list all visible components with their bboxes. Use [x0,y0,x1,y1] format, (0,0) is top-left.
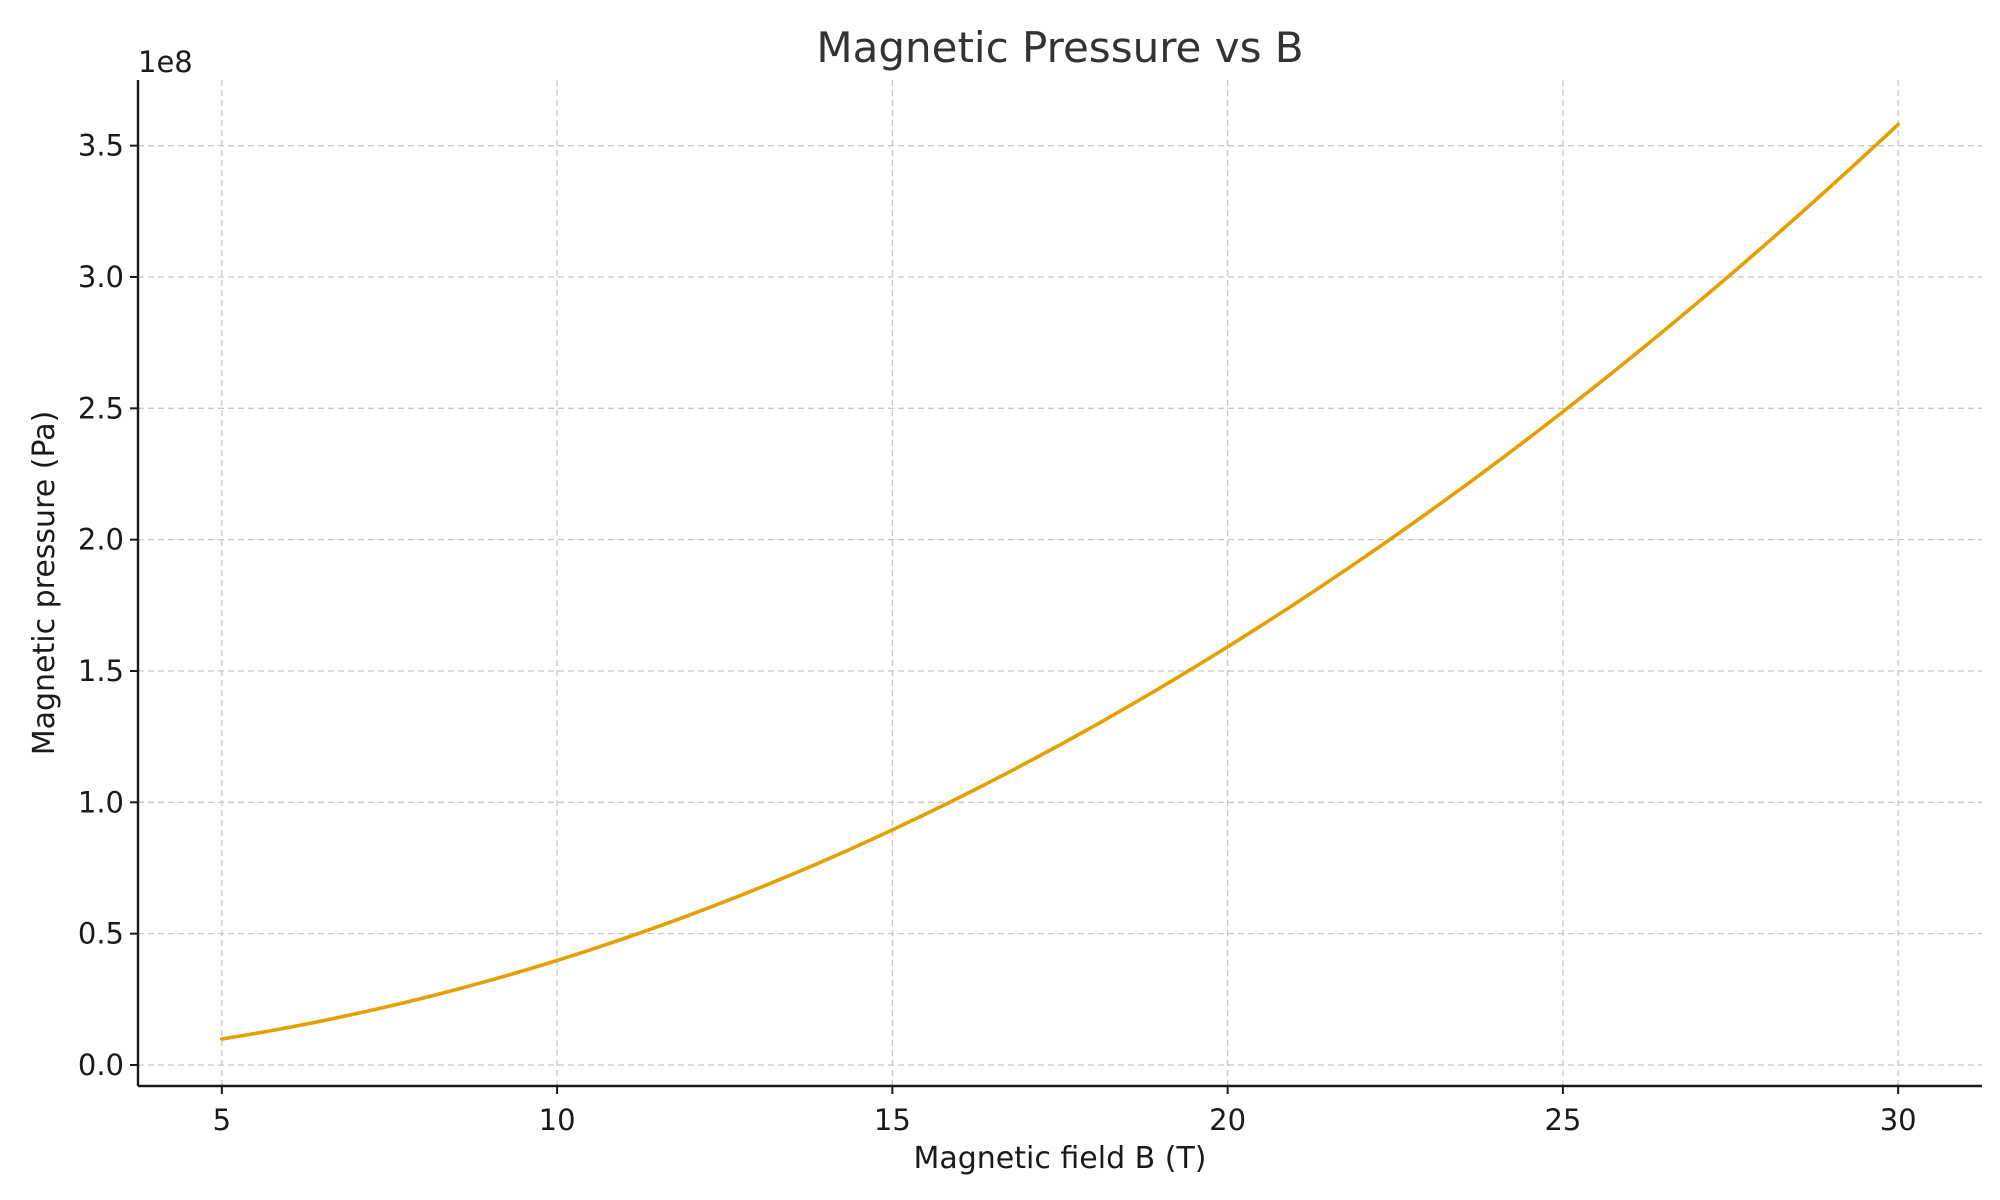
series-line [220,122,1900,1041]
y-tick-label: 0.5 [78,917,124,951]
x-tick-label: 30 [1880,1103,1917,1137]
y-tick-label: 0.0 [78,1048,124,1082]
y-tick-label: 3.5 [78,129,124,163]
y-tick-label: 2.5 [78,391,124,425]
x-tick-label: 5 [213,1103,231,1137]
grid-layer [138,80,1982,1086]
y-axis-offset-label: 1e8 [138,45,193,79]
x-axis-label: Magnetic field B (T) [913,1141,1206,1176]
series-layer [220,122,1900,1041]
y-tick-label: 1.0 [78,785,124,819]
x-tick-label: 25 [1544,1103,1581,1137]
ticks-layer: 5 10 15 20 25 30 0.0 0.5 1.0 1.5 2.0 2.5 3.0 3.5 [78,129,1917,1137]
x-tick-label: 15 [874,1103,911,1137]
x-tick-label: 20 [1209,1103,1246,1137]
axes-layer [136,80,1982,1088]
x-tick-label: 10 [539,1103,576,1137]
y-tick-label: 3.0 [78,260,124,294]
y-tick-label: 1.5 [78,654,124,688]
y-axis-label: Magnetic pressure (Pa) [27,411,62,756]
chart-title: Magnetic Pressure vs B [816,23,1303,72]
y-tick-label: 2.0 [78,523,124,557]
